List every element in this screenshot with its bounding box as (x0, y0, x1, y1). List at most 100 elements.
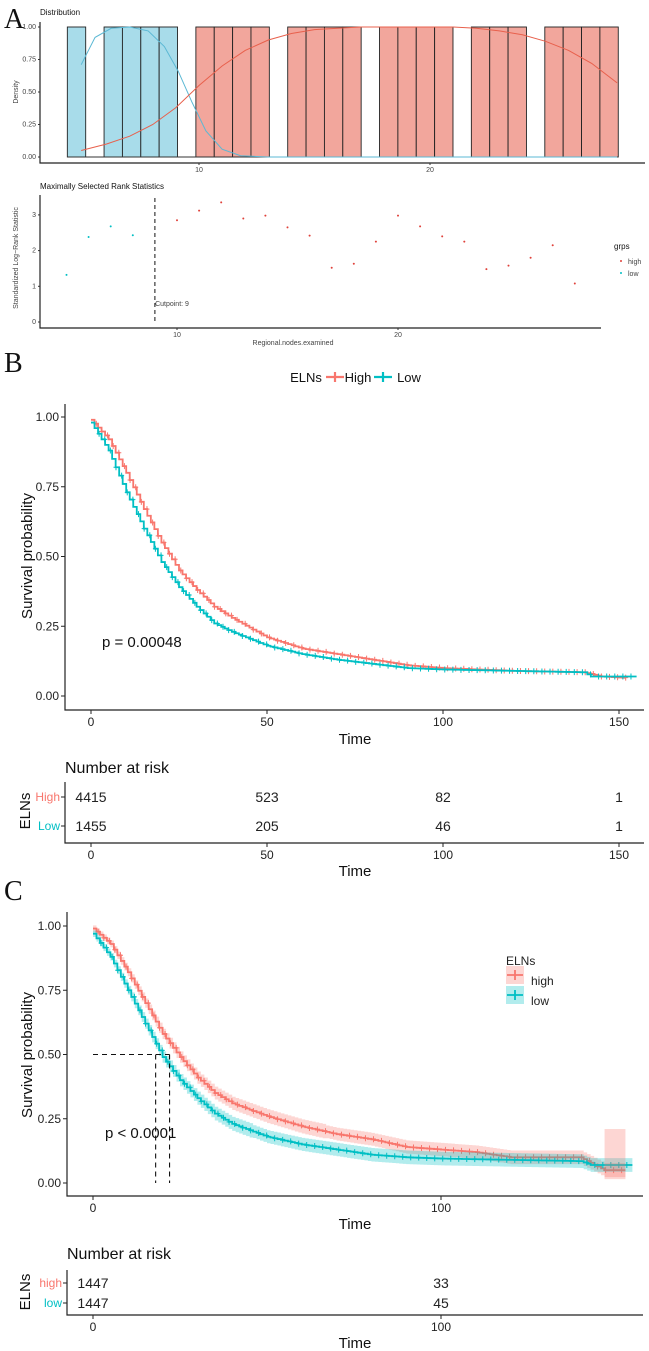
legend-key-low (507, 990, 523, 1000)
censor-mark (603, 1167, 609, 1174)
ci-band-high (93, 925, 626, 1178)
risk-value: 523 (255, 789, 279, 805)
censor-mark (440, 1155, 446, 1162)
censor-mark (206, 597, 212, 604)
legend-high-dot (620, 260, 622, 262)
censor-mark (166, 550, 172, 557)
risk-value: 1447 (77, 1295, 108, 1311)
censor-mark (482, 667, 488, 674)
x-tick-label: 100 (433, 715, 453, 729)
censor-mark (130, 496, 136, 503)
censor-mark (330, 1130, 336, 1137)
histogram-bar-high (232, 26, 252, 158)
point-low (87, 236, 90, 239)
censor-mark (461, 665, 467, 672)
legend-key-low (374, 372, 392, 382)
histogram-bar-low (140, 26, 160, 158)
censor-mark (628, 673, 634, 680)
censor-mark (337, 656, 343, 663)
legend-b-title: ELNs (290, 370, 322, 385)
y-tick-label: 1.00 (22, 24, 36, 31)
legend-key-high (326, 372, 344, 382)
censor-mark (248, 1127, 254, 1134)
censor-mark (600, 1162, 606, 1169)
c-xlabel: Time (339, 1216, 372, 1233)
censor-mark (256, 638, 262, 645)
risk-row-label: high (39, 1276, 62, 1290)
histogram-bar-high (434, 26, 454, 158)
censor-mark (356, 653, 362, 660)
censor-mark (234, 616, 240, 623)
point-high (220, 201, 223, 204)
censor-mark (304, 651, 310, 658)
legend-key-high (507, 970, 523, 980)
censor-mark (338, 1131, 344, 1138)
y-tick-label: 0.00 (36, 689, 60, 703)
censor-mark (354, 1133, 360, 1140)
censor-mark (172, 556, 178, 563)
censor-mark (417, 665, 423, 672)
histogram-bar-high (415, 26, 436, 158)
censor-mark (304, 1141, 310, 1148)
censor-mark (490, 667, 496, 674)
censor-mark (443, 1146, 449, 1153)
histogram-bar-low (66, 26, 87, 158)
censor-mark (370, 1136, 376, 1143)
b-ylabel: Survival probability (19, 493, 36, 619)
censor-mark (596, 673, 602, 680)
x-tick-label: 10 (173, 332, 181, 339)
histogram-bar-high (379, 26, 399, 158)
censor-mark (283, 639, 289, 646)
censor-mark (218, 1092, 224, 1099)
censor-mark (214, 620, 220, 627)
censor-mark (247, 635, 253, 642)
censor-mark (228, 612, 234, 619)
censor-mark (129, 975, 135, 982)
histogram-bar-high (599, 26, 619, 158)
point-high (352, 262, 355, 265)
censor-mark (124, 489, 130, 496)
censor-mark (145, 1000, 151, 1007)
cutpoint-label: Cutpoint: 9 (155, 301, 189, 308)
censor-mark (232, 1120, 238, 1127)
censor-mark (121, 463, 127, 470)
censor-mark (560, 1157, 566, 1164)
y-tick-label: 1 (32, 283, 36, 290)
y-tick-label: 0.25 (22, 122, 36, 129)
censor-mark (499, 1152, 505, 1159)
c-pvalue: p < 0.0001 (105, 1125, 176, 1142)
censor-mark (106, 937, 112, 944)
censor-mark (110, 443, 116, 450)
censor-mark (360, 1150, 366, 1157)
censor-mark (466, 666, 472, 673)
censor-mark (364, 655, 370, 662)
y-tick-label: 0 (32, 319, 36, 326)
censor-mark (344, 1147, 350, 1154)
censor-mark (576, 1158, 582, 1165)
censor-mark (322, 1128, 328, 1135)
censor-mark (571, 1154, 577, 1161)
censor-mark (512, 1156, 518, 1163)
censor-mark (272, 1135, 278, 1142)
censor-mark (212, 1090, 218, 1097)
censor-mark (352, 1149, 358, 1156)
y-tick-label: 0.00 (38, 1176, 62, 1190)
risk-x-tick-label: 50 (260, 848, 274, 862)
censor-mark (264, 1132, 270, 1139)
censor-mark (315, 647, 321, 654)
censor-mark (378, 1137, 384, 1144)
point-high (463, 240, 466, 243)
censor-mark (120, 973, 126, 980)
censor-mark (250, 1108, 256, 1115)
censor-mark (272, 644, 278, 651)
censor-mark (384, 1152, 390, 1159)
censor-mark (131, 993, 137, 1000)
censor-mark (201, 1077, 207, 1084)
point-high (242, 217, 245, 220)
legend-c-high: high (531, 974, 554, 988)
censor-mark (138, 498, 144, 505)
censor-mark (536, 1157, 542, 1164)
censor-mark (264, 641, 270, 648)
histogram-bar-high (323, 26, 344, 158)
